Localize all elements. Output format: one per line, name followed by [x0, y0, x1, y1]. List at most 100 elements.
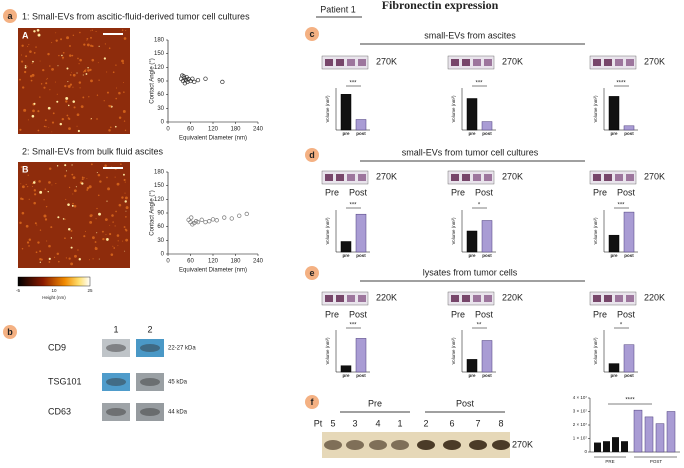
bar-label: post — [356, 373, 366, 378]
afm-speck — [29, 75, 33, 78]
blot-band — [358, 59, 366, 66]
x-tick-label: 240 — [253, 127, 264, 133]
afm-speck — [26, 241, 30, 244]
afm-speck — [61, 54, 63, 57]
afm-speck — [45, 205, 48, 208]
group-label: Post — [456, 398, 475, 408]
afm-speck — [69, 74, 72, 76]
blot-band — [140, 378, 160, 386]
afm-speck — [94, 241, 97, 243]
afm-speck — [122, 240, 124, 242]
lane-label: 2 — [147, 324, 152, 334]
scatter-point — [229, 216, 234, 221]
bar — [633, 409, 643, 453]
blot-band — [140, 408, 160, 416]
afm-speck — [123, 226, 126, 228]
y-tick-label: 30 — [157, 106, 164, 112]
afm-speck — [112, 221, 114, 223]
afm-speck — [125, 216, 127, 218]
patient-id: 4 — [375, 418, 380, 428]
blot — [102, 373, 130, 391]
afm-speck — [105, 238, 109, 241]
pre-label: Pre — [325, 187, 339, 197]
blot-band — [604, 174, 612, 181]
blot — [589, 170, 637, 185]
bar-label: pre — [342, 253, 350, 258]
x-axis-label: Equivalent Diameter (nm) — [179, 136, 247, 142]
y-axis-label: Volume (nm³) — [593, 337, 598, 365]
afm-speck — [57, 65, 59, 67]
blot-band — [593, 174, 601, 181]
afm-speck — [65, 198, 67, 200]
blot-band — [473, 295, 481, 302]
afm-speck — [115, 64, 117, 66]
afm-speck — [21, 198, 23, 200]
afm-speck — [33, 102, 36, 105]
afm-speck — [33, 51, 36, 54]
afm-speck — [31, 185, 33, 187]
blot — [447, 170, 495, 185]
y-tick-label: 30 — [157, 238, 164, 244]
afm-speck — [76, 113, 80, 117]
afm-speck — [67, 227, 71, 231]
afm-speck — [64, 164, 67, 167]
blot-band — [462, 174, 470, 181]
post-label: Post — [617, 309, 636, 319]
afm-speck — [72, 176, 76, 180]
scatter-point — [199, 217, 204, 222]
blot-band — [492, 440, 510, 450]
bar-label: pre — [610, 131, 618, 136]
afm-speck — [65, 170, 67, 172]
afm-speck — [73, 106, 76, 109]
afm-speck — [85, 68, 87, 70]
afm-speck — [77, 129, 80, 133]
afm-speck — [56, 252, 60, 256]
afm-speck — [67, 203, 70, 206]
bar-label: pre — [342, 131, 350, 136]
afm-speck — [25, 183, 27, 186]
pre-label: Pre — [593, 309, 607, 319]
x-tick-label: 240 — [253, 259, 264, 265]
afm-speck — [95, 218, 97, 220]
y-tick-label: 90 — [157, 79, 164, 85]
afm-speck — [39, 258, 42, 261]
afm-speck — [38, 180, 41, 183]
bar-label: post — [624, 373, 634, 378]
blot-band — [615, 59, 623, 66]
afm-speck — [19, 78, 21, 81]
afm-speck — [70, 229, 73, 232]
bar-label: post — [356, 131, 366, 136]
blot-band — [325, 59, 333, 66]
panel-badge — [305, 27, 319, 41]
bar-label: pre — [610, 373, 618, 378]
afm-speck — [71, 54, 74, 57]
blot — [589, 55, 637, 70]
blot-band — [325, 174, 333, 181]
patient-id: 2 — [423, 418, 428, 428]
afm-speck — [114, 225, 116, 227]
afm-speck — [34, 193, 37, 196]
blot-band — [451, 174, 459, 181]
mw-marker: 270K — [376, 171, 397, 181]
blot-band — [391, 440, 409, 450]
size-label: 45 kDa — [168, 380, 188, 386]
afm-speck — [64, 237, 66, 240]
afm-speck — [92, 236, 95, 240]
afm-speck — [116, 182, 120, 186]
afm-speck — [31, 114, 35, 118]
afm-speck — [96, 94, 99, 96]
colorbar-tick: 10 — [51, 288, 57, 293]
afm-speck — [87, 69, 90, 72]
blot-band — [473, 174, 481, 181]
afm-speck — [97, 173, 101, 177]
afm-speck — [81, 176, 84, 179]
sig-stars: * — [478, 203, 481, 209]
afm-speck — [45, 82, 48, 85]
afm-speck — [66, 36, 70, 40]
bar — [666, 411, 676, 453]
afm-speck — [69, 83, 73, 86]
afm-speck — [68, 127, 71, 131]
y-axis-label: Volume (nm³) — [451, 337, 456, 365]
afm-speck — [124, 129, 127, 132]
